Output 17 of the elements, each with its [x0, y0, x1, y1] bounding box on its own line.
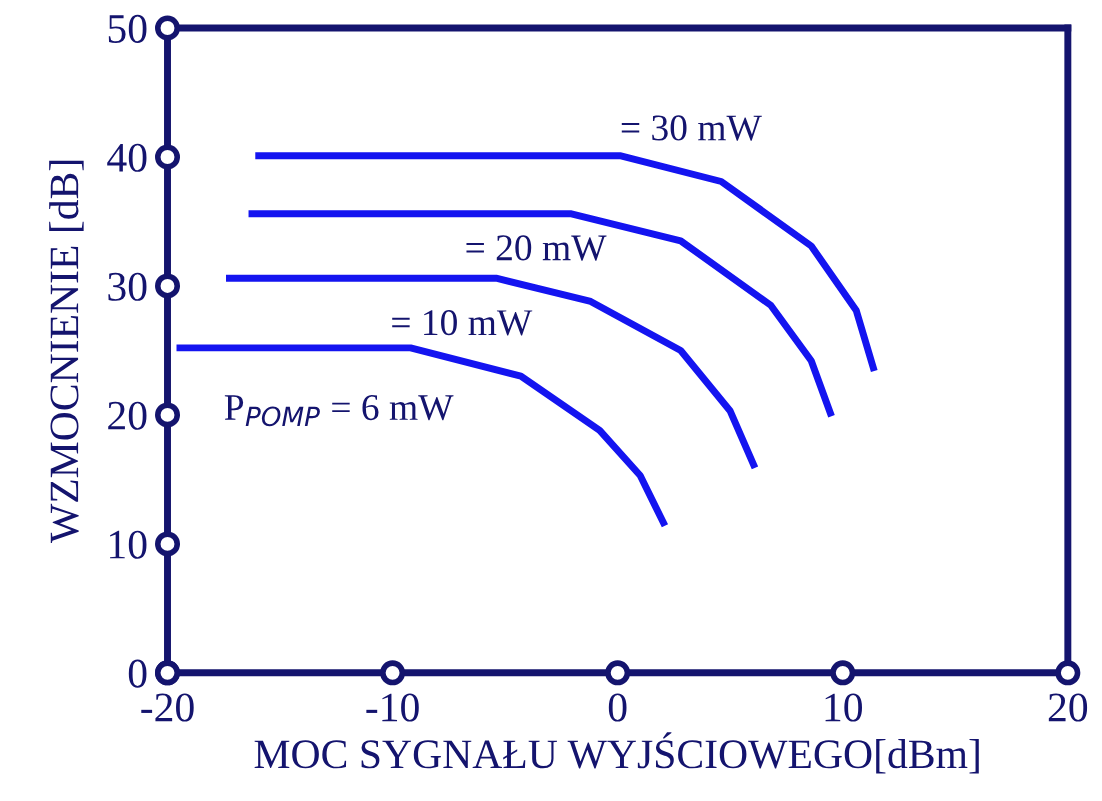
y-tick-label: 40 [107, 143, 147, 172]
series-label: = 30 mW [621, 115, 762, 141]
x-tick-label: 20 [1048, 693, 1088, 722]
x-tick-label: 0 [608, 693, 627, 722]
series-label: = 20 mW [466, 235, 607, 261]
y-tick-label: 50 [108, 14, 147, 43]
x-tick-label: -10 [366, 693, 419, 722]
x-axis-title: MOC SYGNAŁU WYJŚCIOWEGO[dBm] [254, 732, 979, 774]
y-tick-label: 30 [108, 272, 147, 301]
x-tick-label: -20 [141, 693, 194, 722]
x-tick-label: 10 [825, 693, 862, 722]
y-tick-label: 0 [128, 659, 147, 688]
series-label: = 10 mW [392, 310, 533, 336]
y-tick-label: 10 [110, 530, 147, 559]
y-tick-label: 20 [108, 401, 147, 430]
y-axis-title: WZMOCNIENIE [dB] [49, 160, 84, 544]
series-label: P$_{POMP}$ = 6 mW [224, 394, 454, 427]
